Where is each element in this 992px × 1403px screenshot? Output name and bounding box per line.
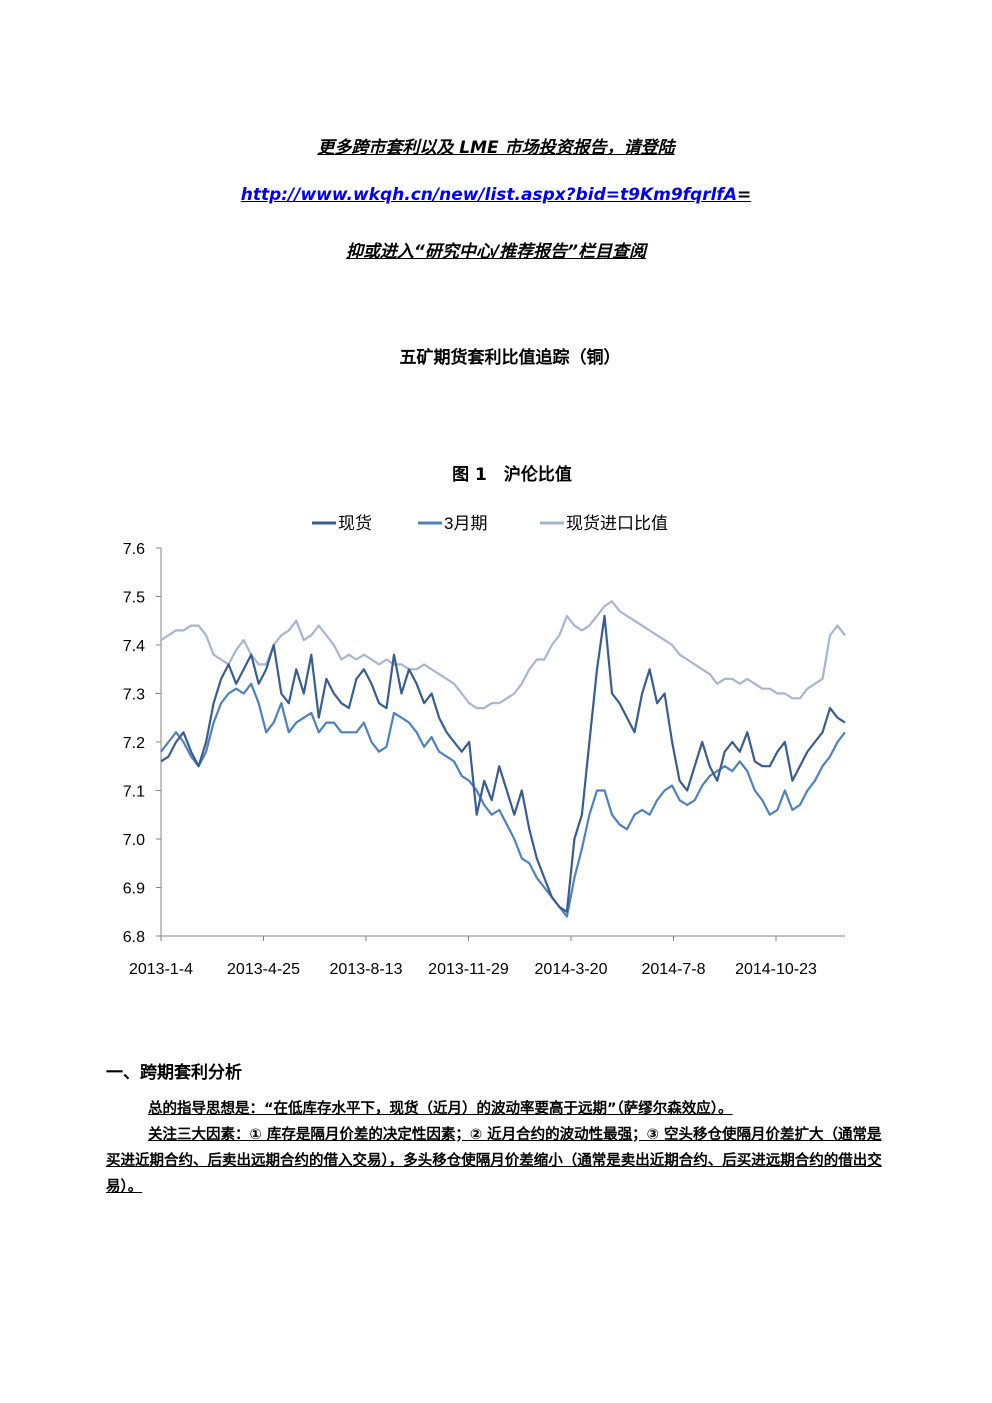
series-line-2	[160, 600, 846, 710]
promo-link[interactable]: http://www.wkqh.cn/new/list.aspx?bid=t9K…	[240, 185, 737, 205]
y-tick-label: 7.0	[123, 832, 145, 849]
x-tick-label: 2014-10-23	[735, 961, 817, 978]
section-heading: 一、跨期套利分析	[106, 1063, 242, 1083]
promo-line: 更多跨市套利以及 LME 市场投资报告，请登陆	[317, 138, 675, 158]
y-tick-label: 6.8	[123, 929, 145, 946]
paragraph-guideline: 总的指导思想是：“在低库存水平下，现货（近月）的波动率要高于远期”（萨缪尔森效应…	[148, 1101, 733, 1117]
legend-label: 3月期	[444, 514, 487, 533]
y-tick-label: 7.4	[123, 638, 145, 655]
paragraph-factors: 关注三大因素：① 库存是隔月价差的决定性因素；② 近月合约的波动性最强；③ 空头…	[106, 1127, 882, 1195]
y-tick-label: 6.9	[123, 881, 145, 898]
x-tick-label: 2014-3-20	[535, 961, 608, 978]
promo-link-suffix: =	[737, 185, 752, 205]
x-tick-label: 2013-4-25	[227, 961, 300, 978]
y-tick-label: 7.2	[123, 735, 145, 752]
x-tick-label: 2014-7-8	[641, 961, 705, 978]
y-tick-label: 7.1	[123, 784, 145, 801]
x-tick-label: 2013-8-13	[330, 961, 403, 978]
y-tick-label: 7.5	[123, 590, 145, 607]
series-line-1	[160, 682, 846, 918]
legend-label: 现货进口比值	[566, 514, 668, 533]
copper-ratio-chart: 7.6 7.5 7.4 7.3 7.2 7.1 7.0 6.9 6.8 2013-1-4 2013-…	[123, 514, 846, 978]
y-tick-label: 7.6	[123, 541, 145, 558]
x-tick-label: 2013-1-4	[129, 961, 193, 978]
legend-label: 现货	[338, 514, 372, 533]
document-title: 五矿期货套利比值追踪（铜）	[399, 348, 621, 368]
x-tick-label: 2013-11-29	[428, 961, 509, 978]
y-tick-label: 7.3	[123, 687, 145, 704]
promo-hint: 抑或进入“研究中心/推荐报告”栏目查阅	[345, 242, 647, 262]
figure-title: 图 1 沪伦比值	[452, 465, 572, 485]
series-line-0	[160, 614, 846, 913]
promo-link-line: http://www.wkqh.cn/new/list.aspx?bid=t9K…	[0, 185, 992, 205]
